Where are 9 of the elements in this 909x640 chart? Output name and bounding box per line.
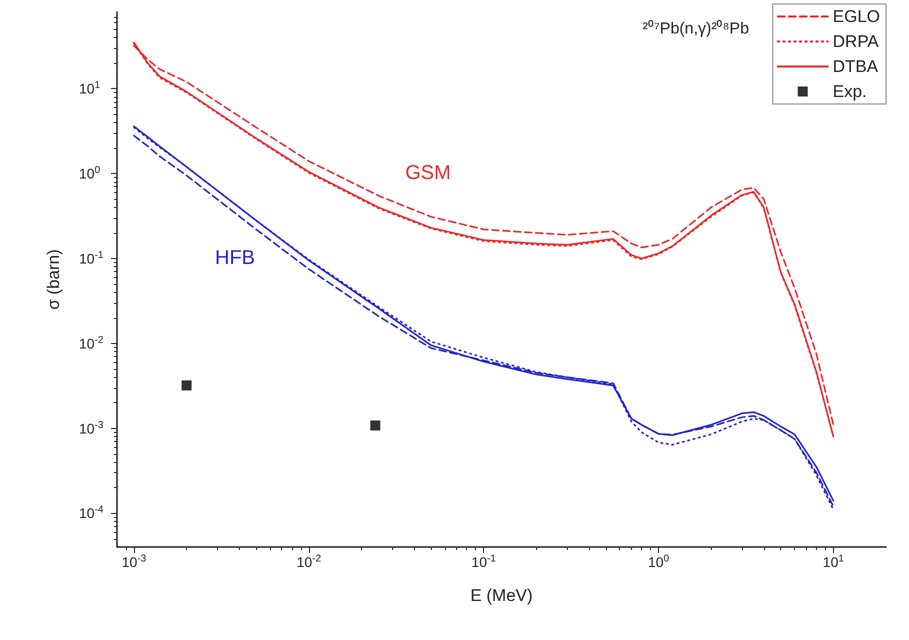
text: ²⁰⁷Pb(n,γ)²⁰⁸Pb <box>642 20 750 38</box>
annotation: GSM <box>405 162 451 184</box>
legend-label: EGLO <box>832 7 880 26</box>
legend-label: Exp. <box>832 82 867 101</box>
x-axis-title: E (MeV) <box>470 586 533 605</box>
legend-label: DTBA <box>832 57 879 76</box>
legend-label: DRPA <box>832 32 880 51</box>
annotation: HFB <box>215 247 255 269</box>
y-axis-title: σ (barn) <box>44 249 63 310</box>
